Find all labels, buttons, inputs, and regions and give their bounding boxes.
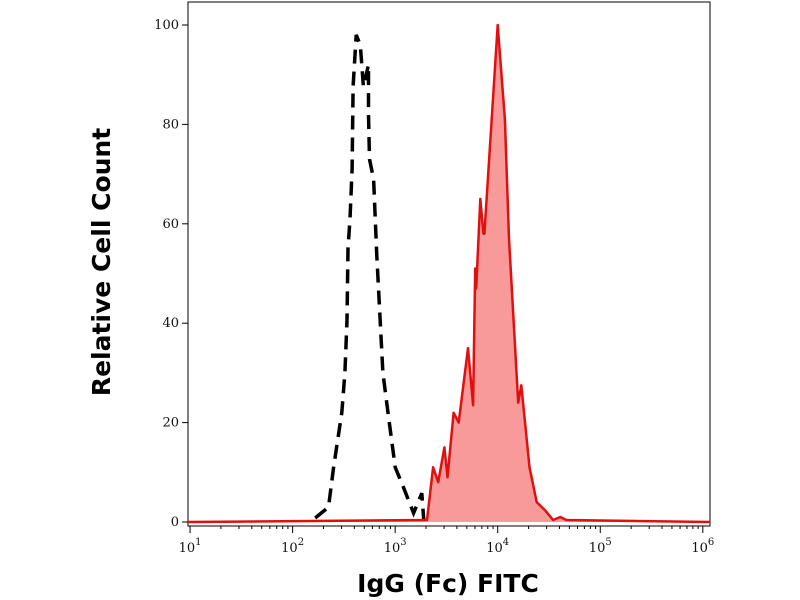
- tick-base: 10: [486, 541, 503, 556]
- tick-base: 10: [384, 541, 401, 556]
- y-tick-label: 60: [162, 217, 179, 232]
- y-tick-label: 100: [154, 18, 179, 33]
- series-line-isotype-control: [314, 34, 426, 523]
- tick-exponent: 6: [708, 537, 714, 548]
- x-tick-label: 101: [179, 537, 202, 556]
- y-tick-label: 0: [171, 515, 179, 530]
- plot-frame: [187, 1, 711, 527]
- y-tick-label: 80: [162, 117, 179, 132]
- tick-base: 10: [589, 541, 606, 556]
- x-tick-label: 105: [589, 537, 612, 556]
- x-axis-label: IgG (Fc) FITC: [357, 569, 539, 598]
- tick-exponent: 3: [400, 537, 406, 548]
- x-tick-label: 104: [486, 537, 509, 556]
- tick-exponent: 1: [195, 537, 201, 548]
- series-fill-stained: [188, 25, 710, 522]
- tick-base: 10: [281, 541, 298, 556]
- y-axis-label: Relative Cell Count: [87, 128, 116, 396]
- series-line-stained: [187, 23, 711, 524]
- tick-exponent: 4: [503, 537, 509, 548]
- tick-base: 10: [179, 541, 196, 556]
- tick-exponent: 2: [298, 537, 304, 548]
- y-tick-label: 40: [162, 316, 179, 331]
- x-tick-label: 103: [384, 537, 407, 556]
- y-tick-label: 20: [162, 416, 179, 431]
- tick-base: 10: [691, 541, 708, 556]
- x-tick-label: 102: [281, 537, 304, 556]
- x-tick-label: 106: [691, 537, 714, 556]
- tick-exponent: 5: [605, 537, 611, 548]
